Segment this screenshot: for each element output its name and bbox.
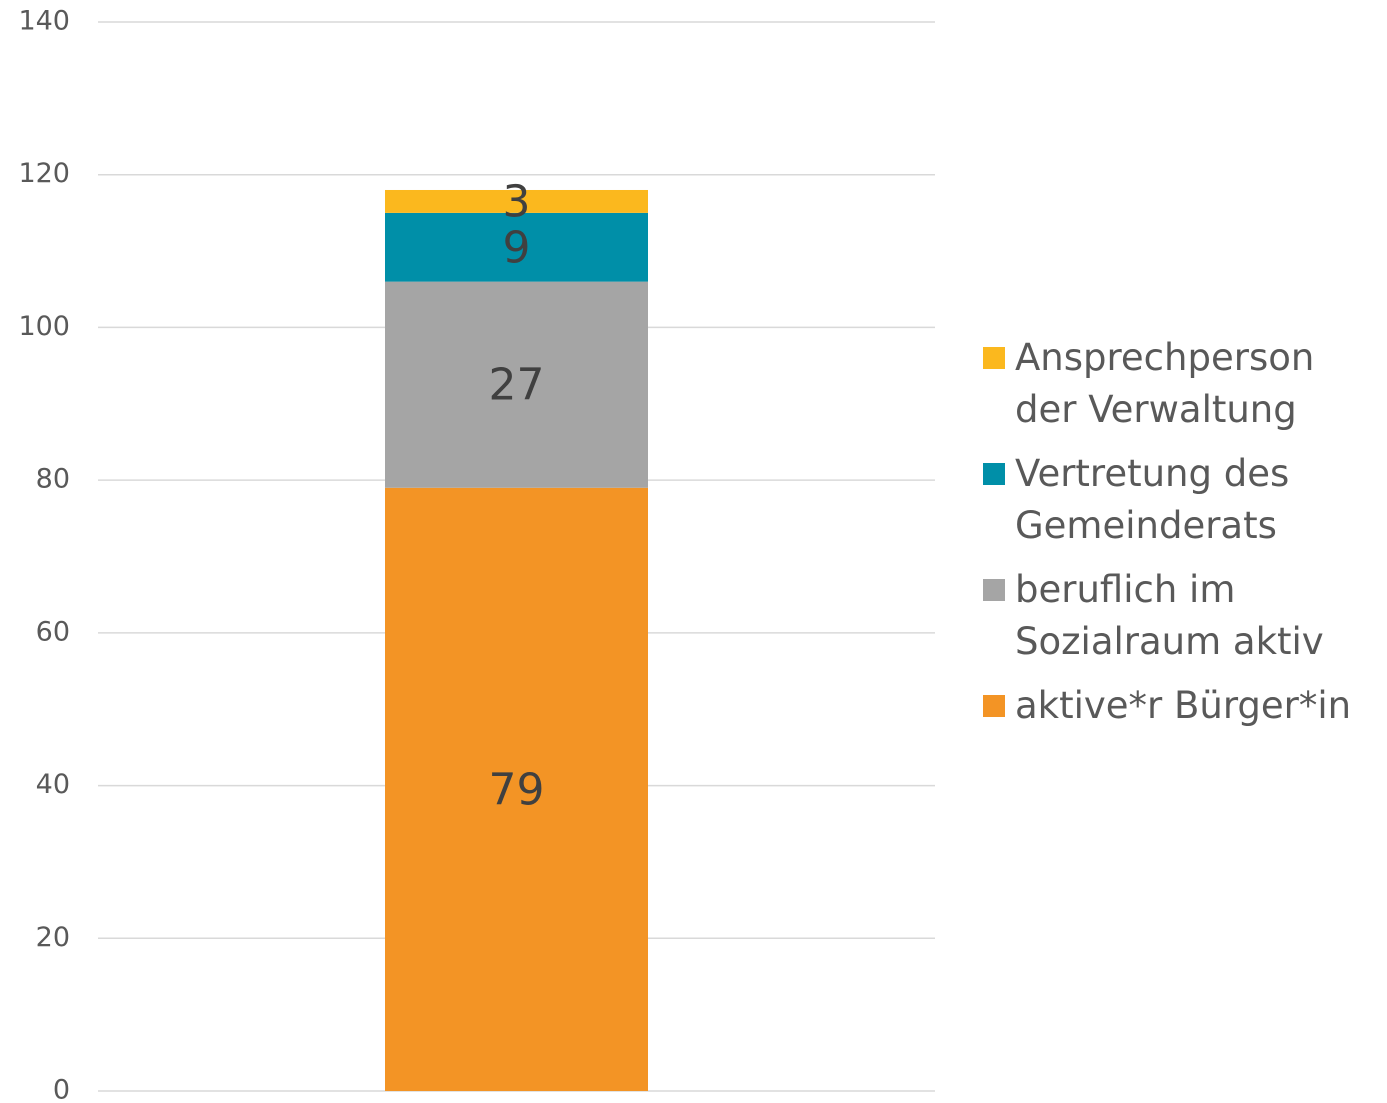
legend-label: Ansprechperson der Verwaltung	[1015, 336, 1315, 431]
data-label: 3	[503, 176, 531, 227]
legend-swatch	[983, 347, 1005, 369]
bar-segment	[385, 212, 648, 282]
y-tick-label: 40	[36, 769, 70, 800]
legend-item: Vertretung des Gemeinderats	[983, 448, 1387, 552]
data-label: 79	[489, 764, 545, 815]
y-tick-label: 0	[53, 1075, 70, 1103]
y-tick-label: 80	[36, 464, 70, 495]
bar-segment	[385, 281, 648, 488]
legend-swatch	[983, 695, 1005, 717]
legend-label: beruflich im Sozialraum aktiv	[1015, 568, 1324, 663]
chart: 0 20 40 60 80 100 120 140 79 27 93	[18, 6, 935, 1103]
data-label: 9	[503, 222, 531, 273]
bar-segment	[385, 487, 648, 1091]
legend-label: Vertretung des Gemeinderats	[1015, 452, 1290, 547]
legend-swatch	[983, 579, 1005, 601]
legend-item: beruflich im Sozialraum aktiv	[983, 564, 1387, 668]
bar-segment	[385, 189, 648, 213]
y-tick-label: 140	[18, 6, 70, 37]
legend-swatch	[983, 463, 1005, 485]
legend-label: aktive*r Bürger*in	[1015, 684, 1352, 727]
legend-item: aktive*r Bürger*in	[983, 680, 1387, 732]
legend-item: Ansprechperson der Verwaltung	[983, 332, 1387, 436]
y-tick-label: 120	[18, 158, 70, 189]
y-tick-label: 100	[18, 311, 70, 342]
y-tick-label: 60	[36, 616, 70, 647]
data-label: 27	[489, 360, 545, 411]
y-tick-label: 20	[36, 922, 70, 953]
legend: Ansprechperson der Verwaltung Vertretung …	[983, 332, 1387, 744]
